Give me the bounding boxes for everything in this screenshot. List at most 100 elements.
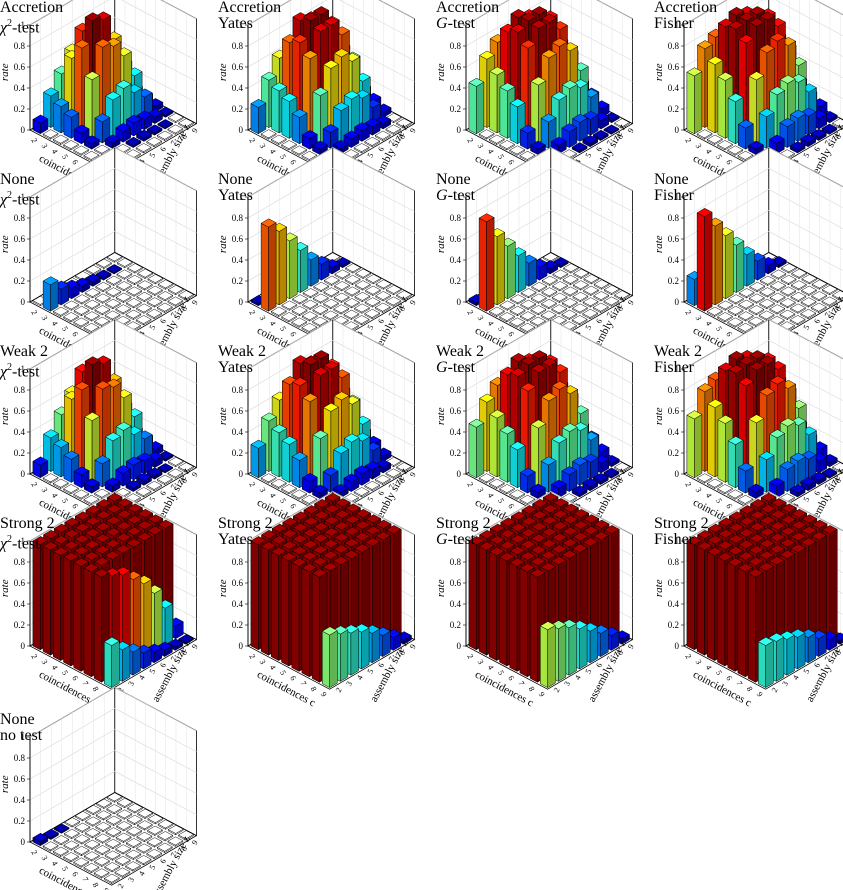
c-tick-label: 2	[29, 309, 39, 317]
bar	[696, 208, 713, 312]
c-tick-label: 4	[704, 147, 714, 155]
z-tick-label: 3	[344, 680, 354, 688]
z-tick-label: 8	[397, 133, 407, 141]
rate-tick-label: 0	[21, 125, 26, 135]
chart-panel: 00.20.40.60.81rate2345678923456789coinci…	[653, 318, 843, 537]
bar	[104, 134, 121, 149]
c-tick-label: 2	[683, 137, 693, 145]
bar	[147, 274, 164, 285]
wall-gridline	[247, 168, 415, 219]
c-tick-label: 6	[288, 502, 298, 510]
bar	[167, 824, 184, 836]
bar	[364, 297, 381, 308]
rate-tick-label: 0.6	[232, 234, 244, 244]
bar	[321, 626, 338, 689]
bar	[146, 124, 163, 136]
c-tick-label: 5	[278, 669, 288, 677]
rate-tick-label: 1	[21, 364, 26, 374]
rate-tick-label: 1	[239, 536, 244, 546]
z-tick-label: 7	[387, 311, 397, 319]
bar	[592, 472, 609, 486]
rate-axis-label: rate	[435, 235, 447, 253]
z-tick-label: 9	[190, 299, 200, 307]
c-tick-label: 2	[465, 309, 475, 317]
c-tick-label: 9	[101, 886, 111, 890]
z-tick-label: 8	[397, 305, 407, 313]
c-tick-label: 4	[704, 491, 714, 499]
bar	[95, 821, 112, 833]
c-tick-label: 4	[268, 147, 278, 155]
rate-axis-label: rate	[217, 579, 229, 597]
rate-tick-label: 1	[21, 732, 26, 742]
bar	[343, 473, 360, 493]
rate-tick-label: 1	[675, 192, 680, 202]
bar	[146, 837, 163, 848]
bar	[280, 484, 298, 495]
z-tick-label: 7	[823, 139, 833, 147]
z-tick-label: 8	[179, 845, 189, 853]
panel-title-line2: no test	[0, 727, 43, 744]
c-tick-label: 3	[694, 142, 704, 150]
bar	[136, 831, 153, 843]
rate-tick-label: 0.2	[232, 448, 243, 458]
c-tick-label: 5	[278, 325, 288, 333]
z-tick-label: 8	[833, 305, 843, 313]
c-tick-label: 7	[80, 876, 90, 884]
bar	[73, 145, 90, 156]
bar	[540, 298, 558, 310]
panel-title-line1: Weak 2	[0, 343, 49, 360]
wall-gridline	[29, 708, 197, 759]
panel-title: Weak 2 χ2-test	[0, 344, 48, 380]
bar	[104, 850, 121, 861]
bar	[395, 290, 413, 301]
bar	[478, 473, 495, 484]
bar	[530, 305, 547, 316]
rate-tick-label: 0.4	[14, 83, 26, 93]
bar	[146, 848, 163, 860]
bar	[582, 135, 599, 148]
wall-gridline	[683, 147, 843, 198]
bar	[364, 480, 381, 492]
c-tick-label: 3	[258, 142, 268, 150]
wall-gridline	[247, 0, 415, 26]
rate-tick-label: 0.6	[232, 62, 244, 72]
bar	[125, 309, 142, 321]
rate-axis-label: rate	[653, 235, 665, 253]
wall-gridline	[29, 771, 197, 822]
bar	[364, 285, 382, 297]
bar	[114, 867, 131, 878]
bar	[706, 306, 723, 318]
bar	[696, 473, 713, 484]
rate-axis-label: rate	[435, 579, 447, 597]
wall-gridline	[683, 340, 843, 391]
rate-tick-label: 0.4	[14, 599, 26, 609]
c-tick-label: 4	[486, 147, 496, 155]
bar	[291, 451, 308, 489]
bar	[105, 827, 122, 838]
bar	[62, 852, 80, 863]
bar	[811, 291, 828, 302]
bar	[551, 281, 569, 292]
bar	[583, 274, 600, 285]
rate-tick-label: 0.8	[14, 385, 26, 395]
chart-svg: 00.20.40.60.81rate2345678923456789coinci…	[653, 490, 843, 709]
bar	[291, 145, 308, 156]
bar	[63, 450, 80, 483]
bar	[73, 294, 91, 305]
wall-gridline	[29, 491, 197, 542]
z-tick-label: 6	[158, 317, 168, 325]
bar	[83, 322, 100, 334]
bar	[821, 123, 838, 135]
z-tick-label: 5	[148, 323, 158, 331]
panel-title-line2: Fisher	[654, 359, 694, 376]
rate-tick-label: 0.4	[232, 427, 244, 437]
c-tick-label: 2	[465, 653, 475, 661]
bar	[343, 309, 360, 321]
bar	[105, 275, 122, 287]
bar	[747, 140, 765, 156]
bar	[146, 480, 163, 492]
rate-tick-label: 0	[457, 641, 462, 651]
z-tick-label: 8	[179, 305, 189, 313]
z-tick-label: 5	[584, 323, 594, 331]
